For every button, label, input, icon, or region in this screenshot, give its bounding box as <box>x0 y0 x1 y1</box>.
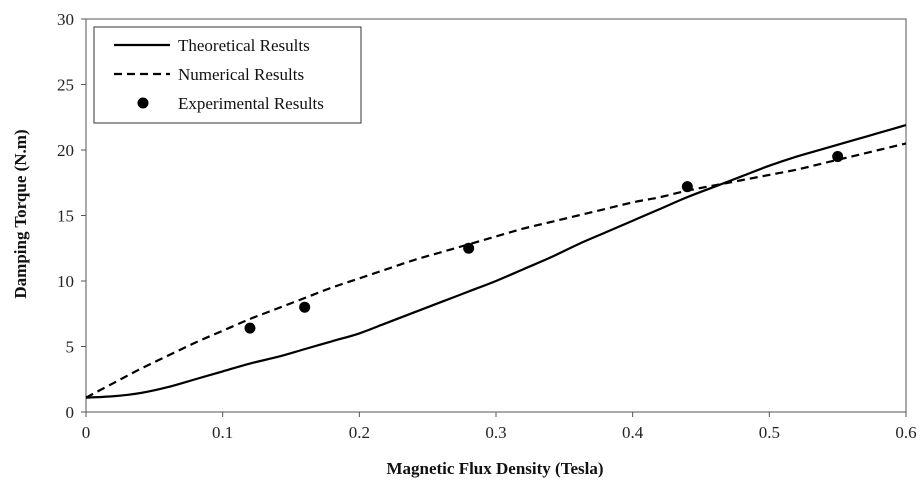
x-tick-label: 0.1 <box>212 423 233 442</box>
experimental-point <box>463 242 475 254</box>
y-tick-label: 15 <box>57 207 74 226</box>
experimental-point <box>299 301 311 313</box>
x-tick-label: 0.4 <box>622 423 644 442</box>
x-axis-title: Magnetic Flux Density (Tesla) <box>386 459 603 478</box>
legend-box <box>93 26 362 124</box>
legend-label: Theoretical Results <box>178 36 310 55</box>
y-tick-label: 5 <box>66 338 75 357</box>
legend-marker <box>137 97 149 109</box>
x-tick-label: 0 <box>82 423 91 442</box>
y-tick-label: 30 <box>57 10 74 29</box>
x-tick-label: 0.3 <box>485 423 506 442</box>
numerical-results-line <box>85 142 907 399</box>
theoretical-results-line <box>85 124 907 399</box>
experimental-point <box>681 181 693 193</box>
legend-label: Numerical Results <box>178 65 304 84</box>
x-tick-label: 0.5 <box>759 423 780 442</box>
experimental-point <box>832 151 844 163</box>
y-tick-label: 20 <box>57 141 74 160</box>
y-axis-title: Damping Torque (N.m) <box>11 129 30 298</box>
experimental-point <box>244 322 256 334</box>
y-tick-label: 25 <box>57 76 74 95</box>
y-tick-label: 0 <box>66 403 75 422</box>
legend-label: Experimental Results <box>178 94 324 113</box>
y-tick-label: 10 <box>57 272 74 291</box>
x-tick-label: 0.6 <box>895 423 916 442</box>
x-tick-label: 0.2 <box>349 423 370 442</box>
